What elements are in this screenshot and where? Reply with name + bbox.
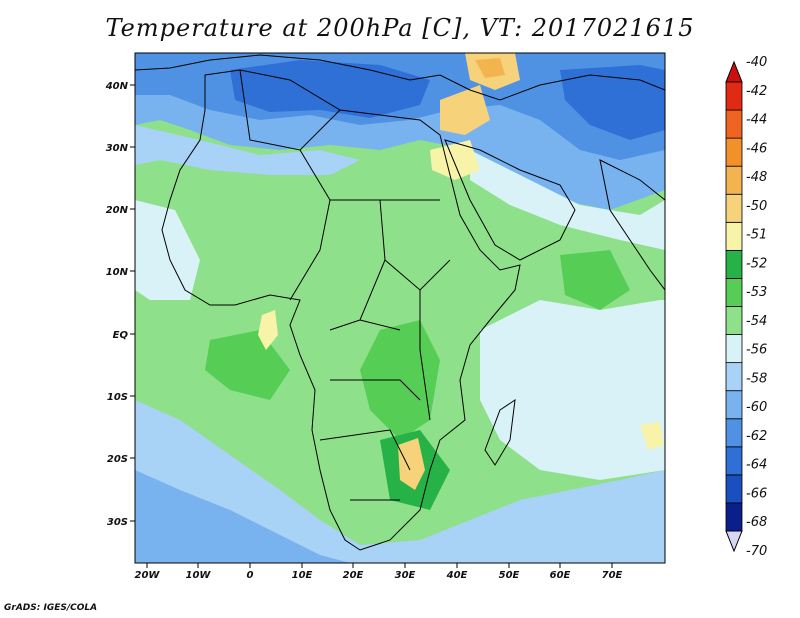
- lat-label: 30S: [107, 517, 128, 528]
- lon-label: 40E: [446, 570, 468, 581]
- colorbar-swatch: [725, 418, 743, 448]
- lat-label: EQ: [113, 330, 129, 341]
- colorbar-swatch: [725, 278, 743, 307]
- colorbar-swatch: [725, 446, 743, 476]
- lat-label: 20S: [107, 454, 128, 465]
- lon-label: 0: [247, 570, 254, 581]
- lon-label: 20W: [135, 570, 161, 581]
- colorbar-swatch: [725, 390, 743, 420]
- lon-label: 60E: [550, 570, 571, 581]
- footer-credit: GrADS: IGES/COLA: [4, 603, 98, 613]
- lat-label: 20N: [106, 205, 129, 216]
- lat-label: 40N: [105, 81, 129, 92]
- colorbar-swatch: [725, 109, 743, 139]
- lon-label: 70E: [602, 570, 623, 581]
- field-north-pale: [470, 150, 665, 250]
- field-south-cool: [135, 400, 665, 563]
- colorbar-label: -64: [746, 458, 767, 473]
- colorbar-label: -66: [746, 486, 767, 501]
- chart-title: Temperature at 200hPa [C], VT: 201702161…: [105, 14, 695, 42]
- europe-coastline: [135, 54, 665, 101]
- field-warm-5: [440, 85, 490, 135]
- india-coastline: [599, 159, 665, 291]
- field-warm-3: [640, 422, 664, 450]
- lat-label: 30N: [106, 143, 129, 154]
- field-warm-4: [430, 140, 480, 180]
- lat-label: 10S: [107, 392, 128, 403]
- coastlines: [135, 54, 665, 551]
- colorbar: -70 -68 -66 -64 -62 -60 -58 -56 -54 -53 -52 -51 -50 -…: [725, 55, 767, 559]
- lon-ticks: 20W 10W 0 10E 20E 30E 40E 50E 60E 70E: [135, 563, 623, 581]
- colorbar-label: -56: [746, 343, 767, 358]
- field-north-coldest: [230, 60, 430, 118]
- field-southeast-pale: [480, 300, 665, 480]
- colorbar-label: -51: [746, 228, 767, 243]
- colorbar-label: -48: [746, 170, 767, 185]
- colorbar-label: -44: [746, 113, 767, 128]
- africa-coastline: [161, 69, 521, 551]
- colorbar-swatch: [725, 306, 743, 335]
- colorbar-swatch: [725, 334, 743, 364]
- field-north-light: [135, 125, 360, 175]
- colorbar-swatch: [725, 165, 743, 195]
- colorbar-swatch: [725, 362, 743, 392]
- colorbar-label: -52: [746, 256, 767, 271]
- colorbar-swatch: [725, 474, 743, 504]
- colorbar-label: -46: [746, 141, 767, 156]
- lon-label: 30E: [395, 570, 416, 581]
- colorbar-under-arrow: [725, 530, 743, 553]
- lon-label: 10W: [186, 570, 212, 581]
- lat-ticks: 40N 30N 20N 10N EQ 10S 20S 30S: [105, 81, 135, 528]
- colorbar-label: -53: [746, 285, 767, 300]
- madagascar-coastline: [484, 398, 516, 466]
- field-north-coldest-2: [560, 65, 665, 140]
- colorbar-label: -42: [746, 84, 767, 99]
- field-warm-7: [475, 58, 505, 78]
- colorbar-over-arrow: [725, 60, 743, 83]
- lon-label: 50E: [499, 570, 520, 581]
- field-green-2: [205, 330, 290, 400]
- colorbar-label: -58: [746, 371, 767, 386]
- lon-label: 10E: [292, 570, 313, 581]
- lon-label: 20E: [343, 570, 364, 581]
- field-green-3: [560, 250, 630, 310]
- field-warm-1: [398, 438, 425, 490]
- colorbar-label: -50: [746, 199, 767, 214]
- arabia-coastline: [444, 139, 576, 261]
- colorbar-swatch: [725, 502, 743, 532]
- map-frame: [134, 52, 666, 564]
- colorbar-swatch: [725, 137, 743, 167]
- colorbar-label: -60: [746, 400, 767, 415]
- colorbar-swatch: [725, 221, 743, 251]
- colorbar-swatch: [725, 249, 743, 279]
- colorbar-label: -54: [746, 314, 767, 329]
- colorbar-label: -40: [746, 55, 767, 70]
- lat-label: 10N: [106, 267, 129, 278]
- border-lines: [239, 69, 451, 501]
- colorbar-label: -62: [746, 429, 767, 444]
- field-warm-2: [258, 310, 278, 350]
- colorbar-swatch: [725, 81, 743, 111]
- field-south-colder: [135, 470, 350, 563]
- colorbar-label: -70: [746, 544, 767, 559]
- map-panel: [135, 53, 665, 563]
- colorbar-label: -68: [746, 515, 767, 530]
- colorbar-swatch: [725, 193, 743, 223]
